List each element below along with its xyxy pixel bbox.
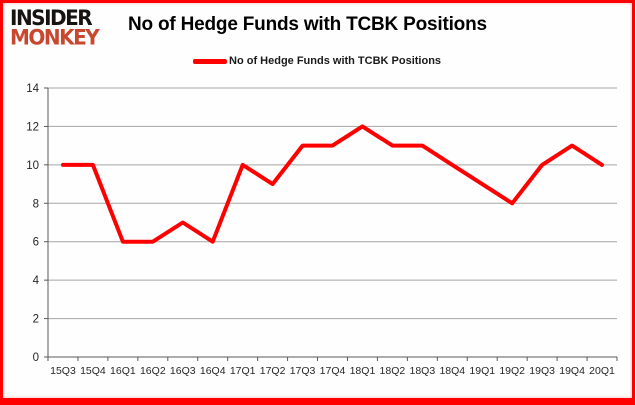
svg-text:15Q3: 15Q3 xyxy=(50,365,76,377)
svg-text:12: 12 xyxy=(26,121,39,133)
svg-text:2: 2 xyxy=(33,314,39,326)
insider-monkey-logo: INSIDER MONKEY xyxy=(10,4,100,50)
svg-text:17Q3: 17Q3 xyxy=(290,365,316,377)
logo-word-monkey: MONKEY xyxy=(10,23,100,50)
svg-text:0: 0 xyxy=(33,352,39,364)
legend-label: No of Hedge Funds with TCBK Positions xyxy=(229,55,442,67)
svg-text:19Q3: 19Q3 xyxy=(529,365,555,377)
svg-text:4: 4 xyxy=(33,275,40,287)
chart-legend: No of Hedge Funds with TCBK Positions xyxy=(193,54,441,68)
page-title: No of Hedge Funds with TCBK Positions xyxy=(128,14,487,35)
logo-word-insider: INSIDER xyxy=(10,4,93,31)
svg-text:19Q2: 19Q2 xyxy=(499,365,525,377)
svg-text:20Q1: 20Q1 xyxy=(589,365,615,377)
svg-text:18Q3: 18Q3 xyxy=(409,365,435,377)
svg-text:16Q3: 16Q3 xyxy=(170,365,196,377)
svg-text:8: 8 xyxy=(33,198,39,210)
svg-text:18Q4: 18Q4 xyxy=(439,365,465,377)
legend-line-swatch-icon xyxy=(193,58,227,64)
svg-text:18Q2: 18Q2 xyxy=(380,365,406,377)
svg-text:10: 10 xyxy=(26,160,39,172)
svg-text:19Q4: 19Q4 xyxy=(559,365,585,377)
svg-text:17Q2: 17Q2 xyxy=(260,365,286,377)
svg-text:18Q1: 18Q1 xyxy=(350,365,376,377)
svg-text:19Q1: 19Q1 xyxy=(469,365,495,377)
svg-text:16Q4: 16Q4 xyxy=(200,365,226,377)
svg-text:17Q4: 17Q4 xyxy=(320,365,346,377)
svg-text:6: 6 xyxy=(33,237,39,249)
line-chart: 0 2 4 6 8 10 12 14 15Q3 15Q4 16Q1 16Q2 16Q3 16Q4 17Q1 1… xyxy=(26,83,618,377)
svg-text:16Q2: 16Q2 xyxy=(140,365,166,377)
svg-text:15Q4: 15Q4 xyxy=(80,365,106,377)
svg-text:14: 14 xyxy=(26,83,39,95)
svg-text:17Q1: 17Q1 xyxy=(230,365,256,377)
svg-text:16Q1: 16Q1 xyxy=(110,365,136,377)
